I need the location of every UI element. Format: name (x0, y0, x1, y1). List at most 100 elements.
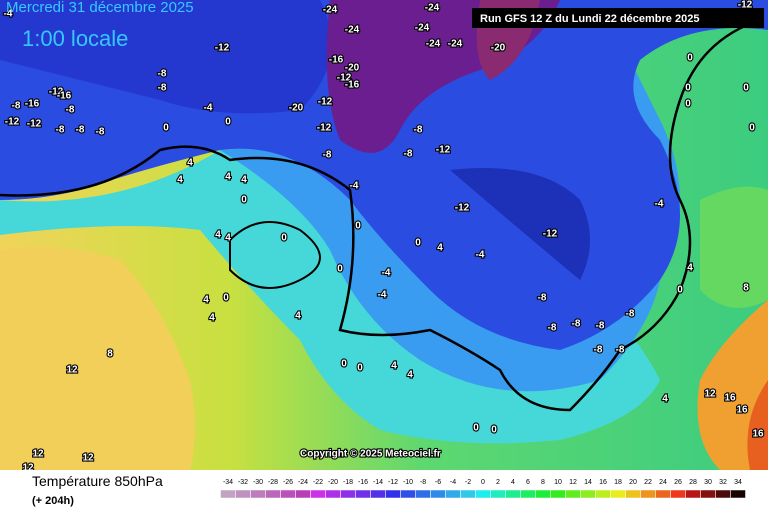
isotherm-label: -24 (426, 39, 441, 50)
isotherm-label: -24 (345, 25, 360, 36)
isotherm-label: -24 (448, 39, 463, 50)
legend-swatch (220, 489, 236, 499)
isotherm-label: 4 (241, 175, 247, 186)
legend-scale-label: -32 (238, 479, 248, 486)
legend-swatch (415, 489, 431, 499)
isotherm-label: 4 (391, 361, 397, 372)
run-box (472, 8, 764, 28)
legend-swatch (595, 489, 611, 499)
isotherm-label: -16 (345, 80, 360, 91)
legend-scale-label: -6 (435, 479, 441, 486)
legend-scale-label: -20 (328, 479, 338, 486)
legend-swatch (400, 489, 416, 499)
legend-swatch (580, 489, 596, 499)
isotherm-label: 0 (337, 264, 343, 275)
isotherm-label: -16 (329, 55, 344, 66)
isotherm-label: 8 (743, 283, 749, 294)
legend-scale-label: 6 (526, 479, 530, 486)
isotherm-label: 12 (82, 453, 94, 464)
legend-scale-label: 28 (689, 479, 697, 486)
isotherm-label: -12 (738, 0, 753, 11)
legend-swatch (475, 489, 491, 499)
isotherm-label: -20 (345, 63, 360, 74)
legend-scale-label: -16 (358, 479, 368, 486)
legend-swatch (715, 489, 731, 499)
isotherm-label: -12 (543, 229, 558, 240)
legend-swatch (490, 489, 506, 499)
legend-scale-label: -14 (373, 479, 383, 486)
isotherm-label: -8 (594, 345, 603, 356)
isotherm-label: -8 (158, 83, 167, 94)
legend-scale-label: 2 (496, 479, 500, 486)
legend-scale-label: -28 (268, 479, 278, 486)
isotherm-label: -12 (455, 203, 470, 214)
isotherm-label: 16 (752, 429, 764, 440)
isotherm-label: 0 (685, 99, 691, 110)
legend-swatch (565, 489, 581, 499)
legend-swatch (430, 489, 446, 499)
legend-swatch (505, 489, 521, 499)
legend-swatch (370, 489, 386, 499)
legend-scale-label: 30 (704, 479, 712, 486)
legend-scale-label: 0 (481, 479, 485, 486)
time-title: 1:00 locale (22, 26, 128, 51)
legend-scale-label: -30 (253, 479, 263, 486)
legend-scale-label: 26 (674, 479, 682, 486)
isotherm-label: -4 (382, 268, 391, 279)
legend-swatch (385, 489, 401, 499)
isotherm-label: 0 (749, 123, 755, 134)
legend-scale-label: -22 (313, 479, 323, 486)
legend-swatch (280, 489, 296, 499)
legend-scale-label: 16 (599, 479, 607, 486)
legend-swatch (535, 489, 551, 499)
legend-lead: (+ 204h) (32, 495, 74, 507)
legend-scale-label: -4 (450, 479, 456, 486)
isotherm-label: -8 (96, 127, 105, 138)
isotherm-label: 4 (295, 311, 301, 322)
isotherm-label: 4 (687, 263, 693, 274)
isotherm-label: 4 (225, 233, 231, 244)
isotherm-label: 0 (163, 123, 169, 134)
isotherm-label: 8 (107, 349, 113, 360)
legend-swatch (355, 489, 371, 499)
isotherm-label: 0 (685, 83, 691, 94)
isotherm-zero (0, 18, 761, 412)
legend-swatch (325, 489, 341, 499)
isotherm-label: -8 (158, 69, 167, 80)
isotherm-label: -12 (337, 73, 352, 84)
legend-swatch (670, 489, 686, 499)
isotherm-label: 0 (241, 195, 247, 206)
isotherm-label: -4 (350, 181, 359, 192)
isotherm-label: -16 (57, 91, 72, 102)
date-title: Mercredi 31 décembre 2025 (6, 0, 194, 16)
isotherm-label: -12 (27, 119, 42, 130)
isotherm-label: -8 (66, 105, 75, 116)
copyright: Copyright © 2025 Meteociel.fr (300, 449, 441, 460)
isotherm-label: -20 (491, 43, 506, 54)
isotherm-label: -24 (323, 5, 338, 16)
legend-swatch (625, 489, 641, 499)
isotherm-zero-west (229, 221, 321, 289)
legend-swatch (295, 489, 311, 499)
isotherm-label: -12 (317, 123, 332, 134)
legend-scale-label: 8 (541, 479, 545, 486)
legend-swatch (640, 489, 656, 499)
legend-swatch (520, 489, 536, 499)
isotherm-label: 16 (724, 393, 736, 404)
legend-swatch (685, 489, 701, 499)
isotherm-label: 4 (187, 158, 193, 169)
isotherm-label: -12 (5, 117, 20, 128)
isotherm-label: -4 (476, 250, 485, 261)
isotherm-label: -8 (404, 149, 413, 160)
isotherm-label: 0 (357, 363, 363, 374)
isotherm-label: 0 (743, 83, 749, 94)
legend-swatch (730, 489, 746, 499)
isotherm-label: 0 (491, 425, 497, 436)
isotherm-label: -4 (655, 199, 664, 210)
legend-scale-label: 18 (614, 479, 622, 486)
isotherm-label: 0 (225, 117, 231, 128)
isotherm-label: 0 (415, 238, 421, 249)
isotherm-label: -4 (378, 290, 387, 301)
legend-scale-label: 14 (584, 479, 592, 486)
isotherm-label: 0 (341, 359, 347, 370)
